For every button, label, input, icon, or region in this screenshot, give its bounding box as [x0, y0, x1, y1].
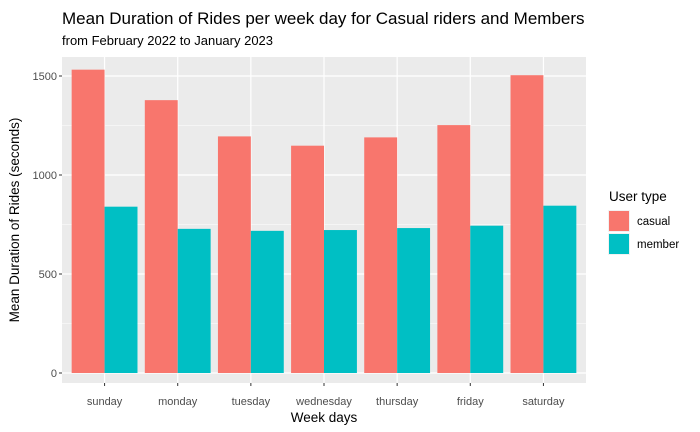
- bar-casual-thursday: [364, 137, 398, 373]
- bar-member-sunday: [104, 206, 138, 373]
- legend-swatch-casual: [609, 211, 629, 231]
- bar-casual-tuesday: [217, 136, 251, 373]
- bar-casual-wednesday: [291, 145, 324, 373]
- x-axis-title: Week days: [291, 410, 358, 425]
- x-tick-label: thursday: [376, 396, 419, 408]
- legend-label-member: member: [637, 239, 679, 251]
- bar-member-tuesday: [250, 230, 284, 373]
- bar-member-saturday: [543, 205, 577, 373]
- y-tick-label: 1000: [33, 170, 57, 182]
- x-tick-label: friday: [457, 396, 484, 408]
- bar-casual-saturday: [510, 75, 544, 373]
- y-tick-label: 500: [39, 269, 57, 281]
- x-tick-label: sunday: [87, 396, 123, 408]
- bar-member-wednesday: [324, 230, 357, 373]
- chart-title: Mean Duration of Rides per week day for …: [62, 9, 585, 28]
- x-axis: sunday monday tuesday wednesday thursday frid…: [87, 383, 565, 408]
- bar-casual-sunday: [71, 69, 105, 373]
- chart-subtitle: from February 2022 to January 2023: [62, 33, 273, 48]
- y-axis-title: Mean Duration of Rides (seconds): [7, 118, 22, 323]
- bar-member-friday: [470, 225, 504, 373]
- bar-casual-monday: [144, 100, 178, 373]
- y-tick-label: 0: [51, 368, 57, 380]
- x-tick-label: tuesday: [232, 396, 271, 408]
- x-tick-label: wednesday: [295, 396, 352, 408]
- x-tick-label: saturday: [522, 396, 565, 408]
- legend-title: User type: [609, 189, 667, 204]
- y-tick-label: 1500: [33, 71, 57, 83]
- bar-casual-friday: [437, 125, 471, 373]
- bar-member-thursday: [397, 228, 431, 373]
- legend-label-casual: casual: [637, 216, 670, 228]
- bars: [71, 69, 577, 373]
- legend: User type casual member: [608, 189, 679, 255]
- x-tick-label: monday: [158, 396, 198, 408]
- bar-member-monday: [177, 228, 211, 373]
- y-axis: 0 500 1000 1500: [33, 71, 62, 380]
- legend-swatch-member: [609, 234, 629, 254]
